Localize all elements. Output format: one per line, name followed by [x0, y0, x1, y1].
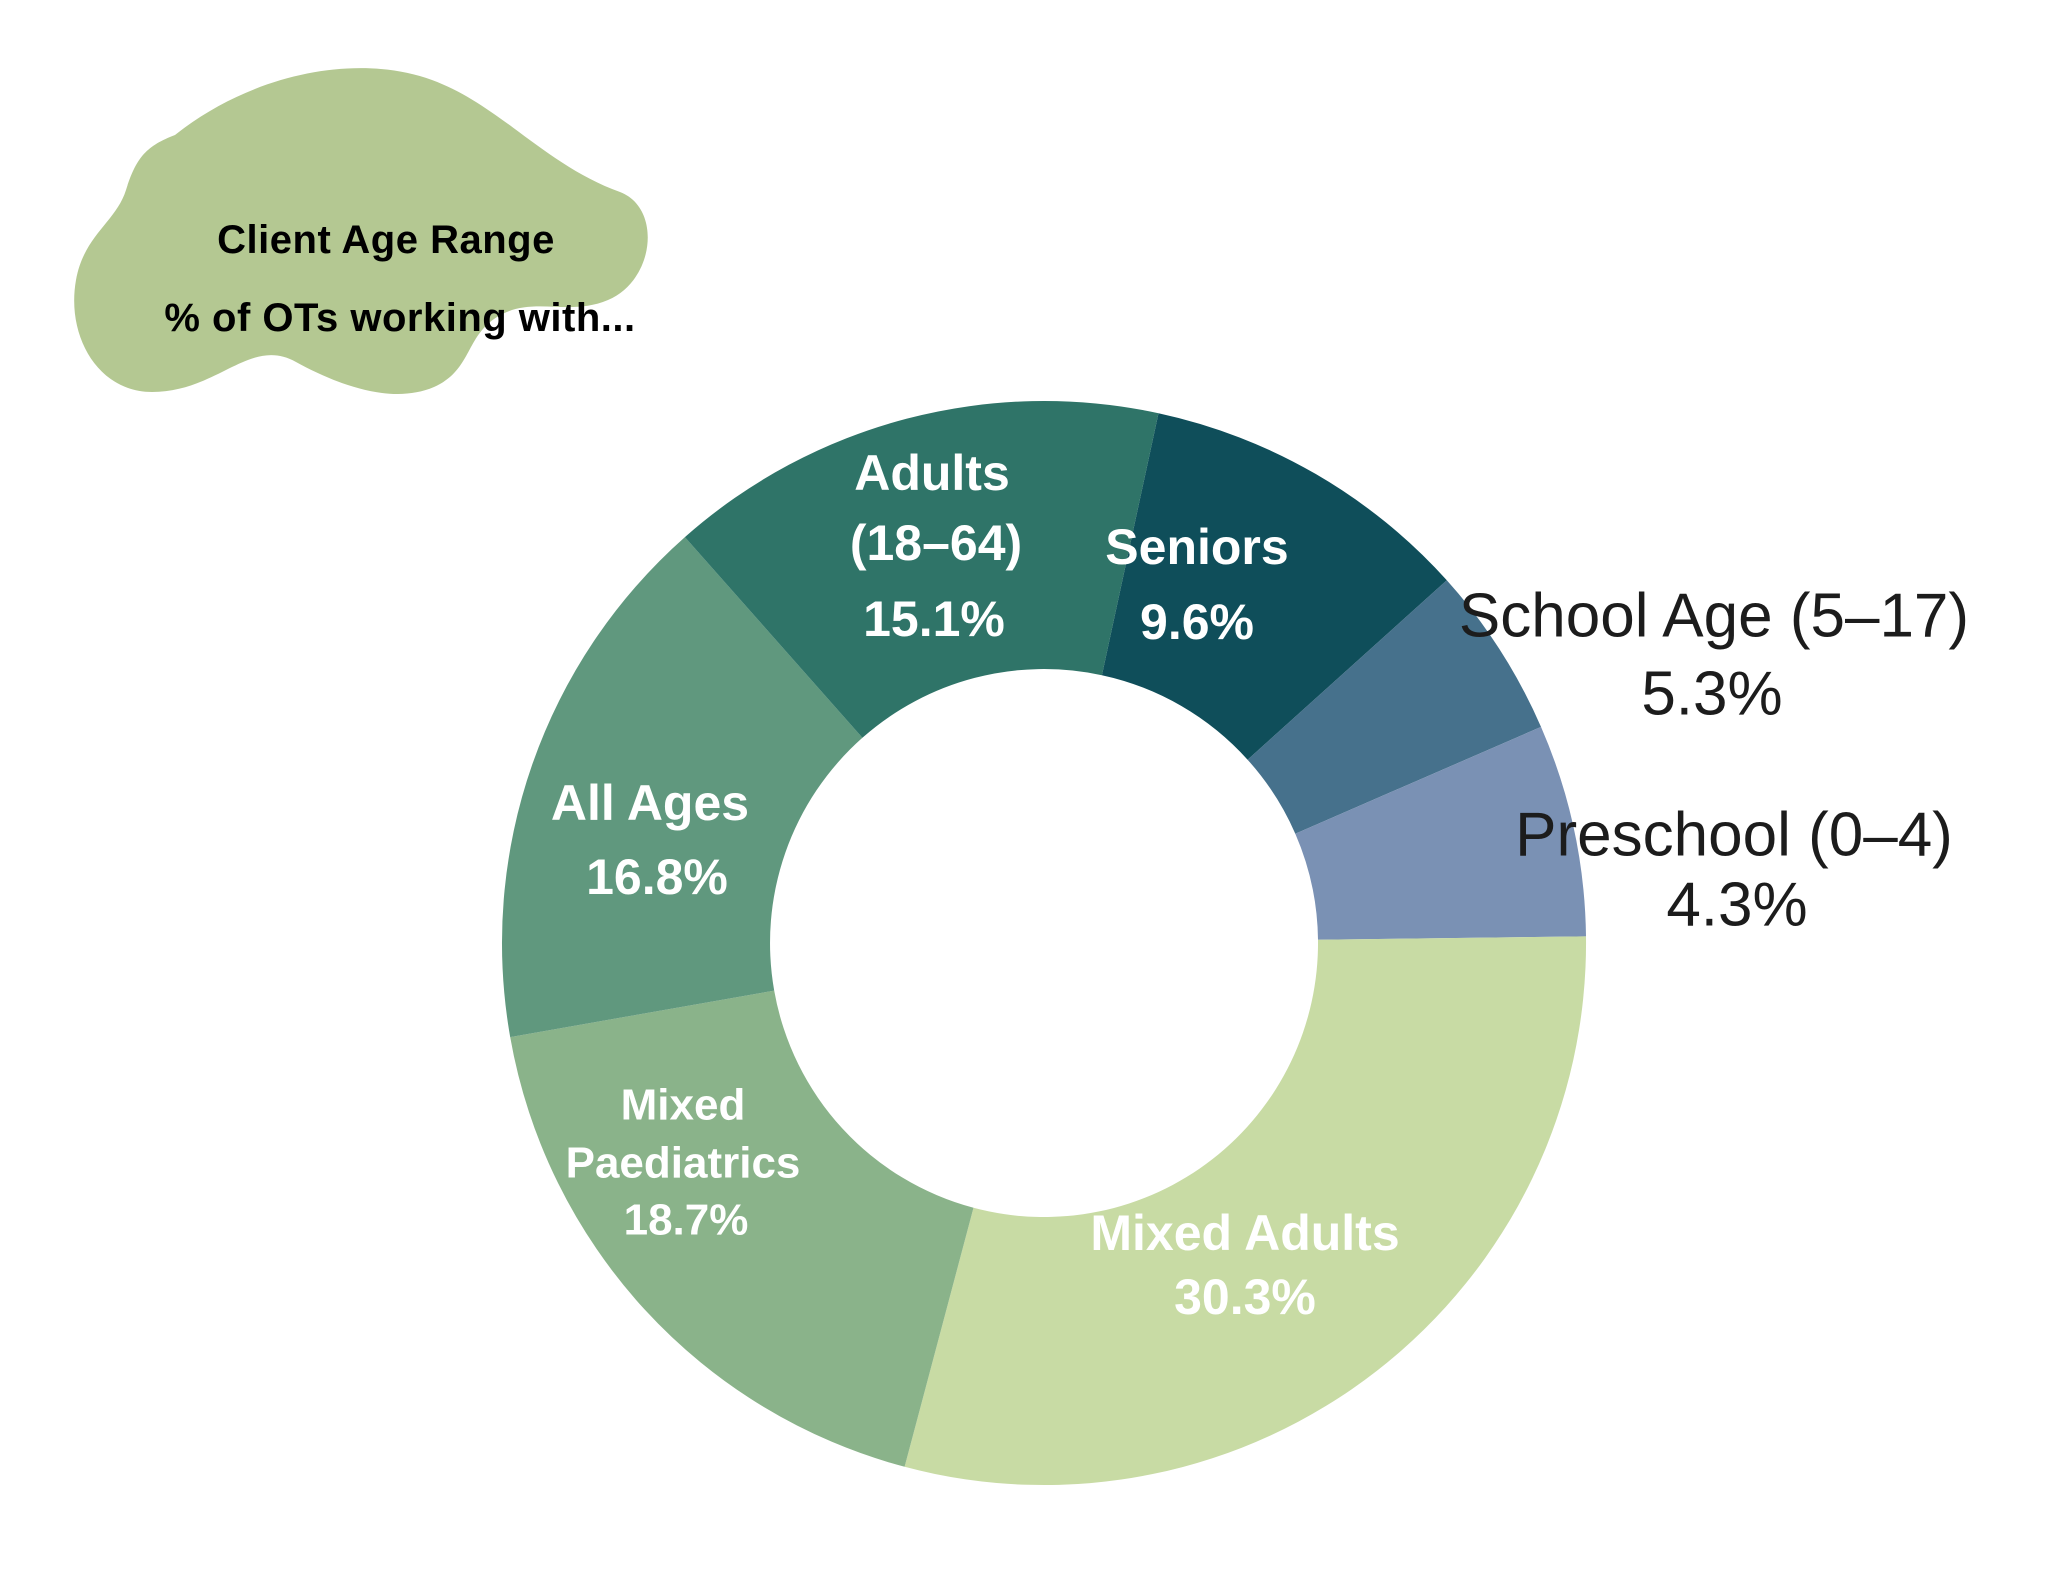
school-age-value: 5.3% [1641, 660, 1782, 729]
preschool-slice-label: Preschool (0–4) 4.3% [1515, 801, 1953, 940]
chart-title: Client Age Range % of OTs working with..… [164, 218, 635, 340]
donut-slice-preschool-0-4 [1295, 726, 1586, 940]
seniors-label: Seniors [1105, 519, 1288, 575]
mixed-paediatrics-slice-label: Mixed Paediatrics 18.7% [566, 1081, 801, 1245]
all-ages-value: 16.8% [586, 849, 728, 905]
slice-labels-outside: School Age (5–17) 5.3% Preschool (0–4) 4… [1459, 582, 1969, 940]
preschool-value: 4.3% [1666, 871, 1807, 940]
preschool-label: Preschool (0–4) [1515, 801, 1953, 870]
school-age-label: School Age (5–17) [1459, 582, 1969, 651]
mixed-paediatrics-label-line1: Mixed [621, 1081, 746, 1130]
donut-slice-seniors [1101, 413, 1447, 760]
all-ages-slice-label: All Ages 16.8% [551, 775, 749, 905]
mixed-paediatrics-label-line2: Paediatrics [566, 1139, 801, 1188]
title-blob-shape [74, 68, 648, 394]
adults-slice-label: Adults (18–64) 15.1% [850, 445, 1022, 647]
chart-title-line2: % of OTs working with... [164, 296, 635, 340]
seniors-value: 9.6% [1140, 594, 1254, 650]
adults-label-line2: (18–64) [850, 515, 1022, 571]
mixed-adults-value: 30.3% [1174, 1269, 1316, 1325]
donut-slice-all-ages [501, 537, 863, 1038]
adults-value: 15.1% [863, 591, 1005, 647]
donut-ring [501, 400, 1587, 1486]
chart-title-line1: Client Age Range [217, 218, 555, 262]
mixed-adults-label: Mixed Adults [1090, 1205, 1399, 1261]
donut-slice-school-age-5-17 [1247, 580, 1541, 834]
adults-label-line1: Adults [854, 445, 1010, 501]
all-ages-label: All Ages [551, 775, 749, 831]
school-age-slice-label: School Age (5–17) 5.3% [1459, 582, 1969, 729]
donut-slice-adults-18-64 [684, 400, 1159, 738]
donut-slice-mixed-adults [904, 936, 1587, 1486]
slice-labels-inside: Adults (18–64) 15.1% Seniors 9.6% All Ag… [551, 445, 1400, 1325]
donut-slice-mixed-paediatrics [510, 990, 974, 1467]
mixed-paediatrics-value: 18.7% [624, 1196, 749, 1245]
mixed-adults-slice-label: Mixed Adults 30.3% [1090, 1205, 1399, 1325]
seniors-slice-label: Seniors 9.6% [1105, 519, 1288, 650]
